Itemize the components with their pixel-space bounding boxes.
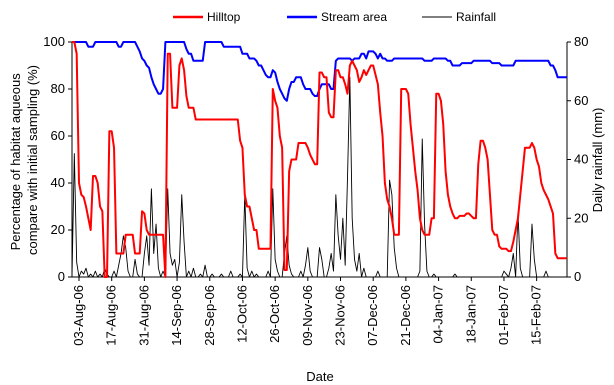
y-axis-left-title-line1: Percentage of habitat aqueous (8, 73, 23, 251)
legend-label-hilltop: Hilltop (207, 10, 241, 24)
x-tick-label: 15-Feb-07 (529, 285, 544, 345)
y-left-tick-label: 40 (51, 175, 65, 190)
x-axis-title: Date (306, 369, 333, 384)
y-left-tick-label: 100 (43, 34, 65, 49)
series-line-rainfall (71, 76, 567, 278)
x-tick-label: 26-Oct-06 (267, 285, 282, 343)
plot-series (71, 41, 567, 278)
x-tick-label: 18-Jan-07 (463, 285, 478, 344)
x-tick-label: 04-Jan-07 (431, 285, 446, 344)
y-right-tick-label: 80 (574, 34, 588, 49)
x-tick-label: 17-Aug-06 (104, 285, 119, 346)
x-tick-label: 12-Oct-06 (234, 285, 249, 343)
legend-label-stream-area: Stream area (321, 10, 387, 24)
x-tick-label: 28-Sep-06 (202, 285, 217, 346)
y-left-tick-label: 20 (51, 222, 65, 237)
y-axis-left-title: Percentage of habitat aqueous compare wi… (8, 65, 40, 255)
x-tick-label: 21-Dec-06 (398, 285, 413, 346)
y-left-tick-label: 80 (51, 81, 65, 96)
x-tick-label: 09-Nov-06 (300, 285, 315, 346)
y-right-tick-label: 40 (574, 152, 588, 167)
y-axis-right-title: Daily rainfall (mm) (590, 108, 605, 213)
x-tick-label: 03-Aug-06 (71, 285, 86, 346)
y-right-tick-label: 20 (574, 210, 588, 225)
legend: Hilltop Stream area Rainfall (173, 10, 496, 24)
legend-label-rainfall: Rainfall (456, 10, 496, 24)
y-left-tick-label: 60 (51, 128, 65, 143)
x-tick-label: 14-Sep-06 (169, 285, 184, 346)
series-line-hilltop (72, 41, 567, 278)
y-axis-left-title-line2: compare with initial sampling (%) (25, 65, 40, 255)
y-right-tick-label: 60 (574, 93, 588, 108)
y-left-tick-label: 0 (58, 269, 65, 284)
x-tick-label: 01-Feb-07 (496, 285, 511, 345)
axes: 0 20 40 60 80 100 0 20 40 60 80 03-Aug-06 17-Aug-06 3… (43, 34, 588, 346)
y-right-tick-label: 0 (574, 269, 581, 284)
x-tick-label: 31-Aug-06 (136, 285, 151, 346)
x-tick-label: 23-Nov-06 (333, 285, 348, 346)
x-tick-label: 07-Dec-06 (365, 285, 380, 346)
